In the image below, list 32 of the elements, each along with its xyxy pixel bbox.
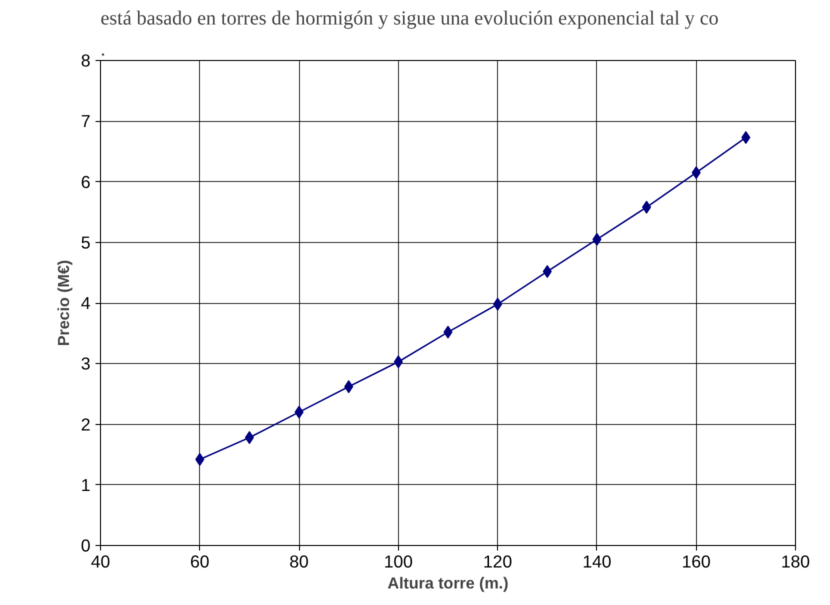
y-tick-label: 3 bbox=[80, 354, 91, 374]
x-tick-label: 180 bbox=[781, 552, 810, 572]
text: está basado en torres de hormigón y sigue una evolución exponencial tal y co bbox=[100, 8, 719, 30]
point bbox=[344, 380, 354, 394]
x-axis-title: Altura torre (m.) bbox=[388, 576, 508, 592]
x-tick-label: 160 bbox=[682, 552, 711, 572]
y-tick-label: 2 bbox=[80, 414, 91, 434]
point bbox=[493, 298, 502, 311]
y-tick-label: 8 bbox=[80, 50, 91, 70]
point bbox=[692, 166, 701, 180]
point bbox=[195, 452, 204, 466]
x-tick-label: 140 bbox=[582, 552, 612, 572]
x-tick-label: 120 bbox=[483, 552, 512, 572]
y-tick-label: 0 bbox=[80, 536, 91, 556]
text: . bbox=[100, 38, 106, 60]
y-tick-label: 5 bbox=[80, 232, 91, 252]
x-tick-label: 40 bbox=[90, 552, 110, 572]
point bbox=[542, 264, 552, 278]
x-tick-label: 80 bbox=[289, 552, 309, 572]
y-tick-label: 6 bbox=[80, 172, 91, 192]
point bbox=[294, 406, 304, 419]
point bbox=[642, 200, 652, 214]
y-tick-label: 7 bbox=[80, 111, 91, 132]
y-tick-label: 4 bbox=[80, 293, 91, 313]
y-axis-title: Precio (M€) bbox=[56, 260, 73, 346]
point bbox=[394, 355, 403, 368]
point bbox=[741, 130, 750, 144]
x-tick-label: 100 bbox=[384, 552, 413, 572]
point bbox=[592, 232, 602, 246]
point bbox=[244, 431, 254, 444]
x-tick-label: 60 bbox=[190, 552, 210, 572]
y-tick-label: 1 bbox=[80, 474, 91, 495]
